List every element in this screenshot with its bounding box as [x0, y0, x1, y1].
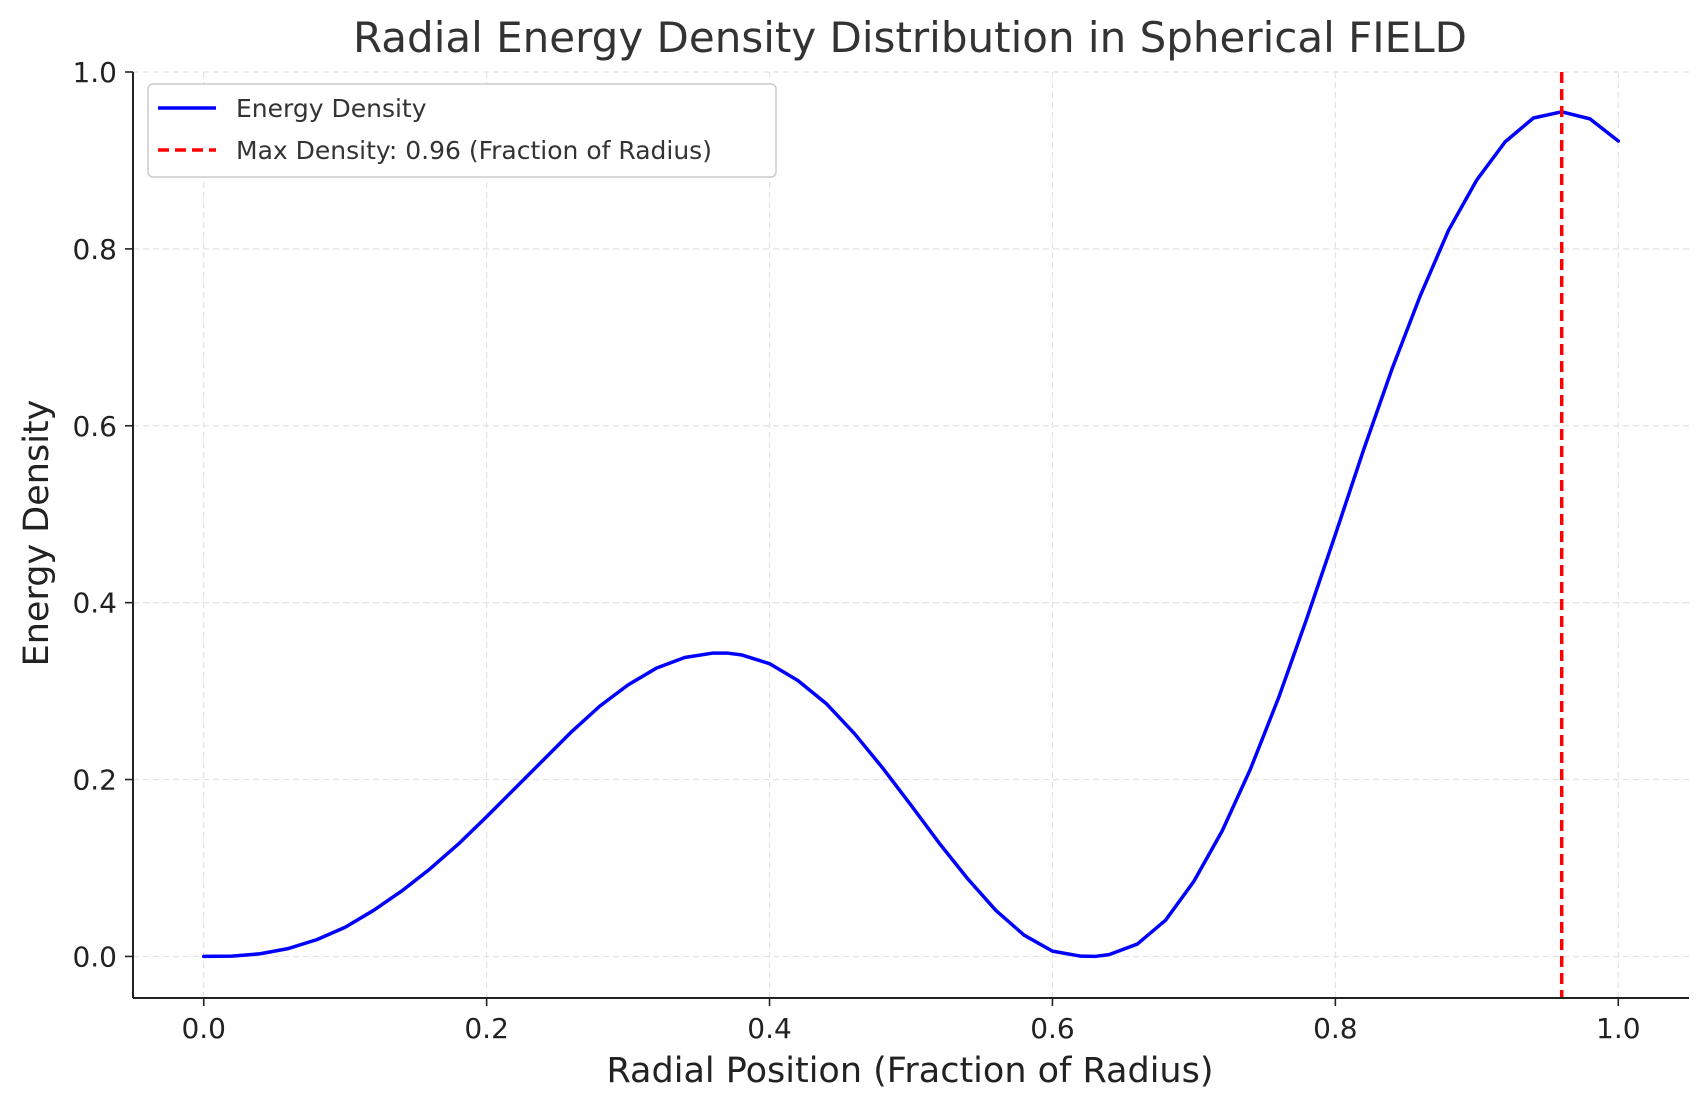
x-tick-label: 0.6 — [1030, 1012, 1075, 1045]
y-tick-label: 0.0 — [72, 940, 117, 973]
y-tick-label: 1.0 — [72, 56, 117, 89]
y-axis-label: Energy Density — [17, 400, 57, 667]
legend: Energy Density Max Density: 0.96 (Fracti… — [147, 83, 777, 178]
grid — [133, 71, 1689, 998]
y-tick-label: 0.6 — [72, 410, 117, 443]
legend-box — [147, 83, 777, 178]
x-ticks: 0.0 0.2 0.4 0.6 0.8 1.0 — [181, 998, 1641, 1045]
x-axis-label: Radial Position (Fraction of Radius) — [607, 1051, 1214, 1091]
y-ticks: 0.0 0.2 0.4 0.6 0.8 1.0 — [72, 56, 133, 973]
chart-title: Radial Energy Density Distribution in Sp… — [353, 13, 1467, 62]
axes — [132, 72, 1689, 999]
y-tick-label: 0.4 — [72, 587, 117, 620]
x-tick-label: 0.4 — [747, 1012, 792, 1045]
x-tick-label: 0.8 — [1313, 1012, 1358, 1045]
legend-label-energy-density: Energy Density — [236, 94, 427, 123]
y-tick-label: 0.2 — [72, 764, 117, 797]
plot-area — [201, 72, 1621, 998]
energy-density-line — [201, 110, 1621, 959]
legend-label-max-density: Max Density: 0.96 (Fraction of Radius) — [236, 136, 712, 165]
y-tick-label: 0.8 — [72, 233, 117, 266]
x-tick-label: 1.0 — [1596, 1012, 1641, 1045]
x-tick-label: 0.2 — [464, 1012, 509, 1045]
x-tick-label: 0.0 — [181, 1012, 226, 1045]
